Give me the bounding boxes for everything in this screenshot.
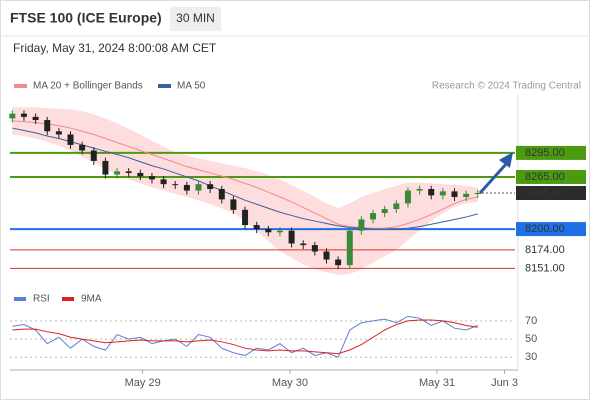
candle-body	[276, 230, 283, 233]
legend-label: MA 50	[177, 81, 206, 92]
indicator-line	[12, 315, 478, 358]
candle-body	[300, 243, 307, 246]
candle-body	[44, 120, 51, 132]
candle-body	[148, 176, 155, 180]
candle-body	[218, 188, 225, 200]
legend-swatch	[62, 297, 74, 301]
indicator-line	[12, 319, 478, 355]
candle-body	[311, 245, 318, 252]
candle-body	[451, 191, 458, 198]
arrow-head	[499, 152, 513, 168]
title: FTSE 100 (ICE Europe)	[10, 10, 162, 26]
legend-label: MA 20 + Bollinger Bands	[33, 81, 143, 92]
candle-body	[137, 172, 144, 177]
candle-body	[265, 229, 272, 233]
level-label-box	[516, 145, 586, 160]
legend-swatch	[158, 84, 171, 88]
candle-body	[439, 191, 446, 196]
x-tick-label: May 29	[125, 377, 161, 389]
candle-body	[288, 230, 295, 244]
plot: 8295.00 8265.00 8245.00 8200.00 8174.00 8151.…	[9, 81, 586, 389]
candle-body	[125, 171, 132, 173]
moving-average	[12, 120, 478, 229]
level-label: 8245.00	[525, 187, 565, 199]
candle-body	[323, 251, 330, 260]
candle-body	[172, 184, 179, 186]
candle-body	[393, 203, 400, 210]
candle-body	[183, 184, 190, 191]
arrow	[478, 161, 509, 195]
candle-body	[160, 179, 167, 185]
level-label: 8151.00	[525, 262, 565, 274]
candle-body	[207, 184, 214, 189]
candle-body	[416, 188, 423, 191]
candle-body	[114, 171, 121, 175]
legend-swatch	[14, 84, 27, 88]
candle-body	[242, 209, 249, 226]
legend-label: 9MA	[81, 294, 102, 305]
candle-body	[195, 184, 202, 191]
candle-body	[20, 113, 27, 117]
candle-body	[90, 150, 97, 161]
y-tick-label: 50	[525, 333, 537, 345]
legend-label: RSI	[33, 294, 50, 305]
candle-body	[370, 213, 377, 220]
candle-body	[67, 134, 74, 145]
candle-body	[428, 188, 435, 196]
level-label: 8200.00	[525, 223, 565, 235]
level-label: 8174.00	[525, 244, 565, 256]
interval-button[interactable]	[170, 7, 221, 31]
level-label: 8295.00	[525, 147, 565, 159]
candle-body	[346, 230, 353, 266]
candle-body	[404, 190, 411, 204]
level-label: 8265.00	[525, 171, 565, 183]
candle-body	[474, 192, 481, 194]
candle-body	[102, 160, 109, 175]
interval[interactable]: 30 MIN	[176, 11, 215, 25]
x-tick-label: May 30	[272, 377, 308, 389]
candle-body	[358, 219, 365, 231]
credit: Research © 2024 Trading Central	[432, 81, 581, 92]
level-label-box	[516, 169, 586, 184]
x-tick-label: May 31	[419, 377, 455, 389]
level-label-box	[516, 185, 586, 200]
moving-average	[12, 127, 478, 230]
candle-body	[79, 144, 86, 151]
candle-body	[463, 193, 470, 198]
x-tick-label: Jun 3	[491, 377, 518, 389]
level-label-box	[516, 222, 586, 237]
y-tick-label: 30	[525, 351, 537, 363]
y-tick-label: 70	[525, 315, 537, 327]
candle-body	[9, 113, 16, 119]
legend-swatch	[14, 297, 26, 301]
candle-body	[32, 116, 39, 121]
candle-body	[253, 225, 260, 230]
candle-body	[335, 259, 342, 266]
datetime: Friday, May 31, 2024 8:00:08 AM CET	[13, 41, 217, 55]
candle-body	[230, 199, 237, 210]
candle-body	[55, 131, 62, 135]
candle-body	[381, 209, 388, 214]
